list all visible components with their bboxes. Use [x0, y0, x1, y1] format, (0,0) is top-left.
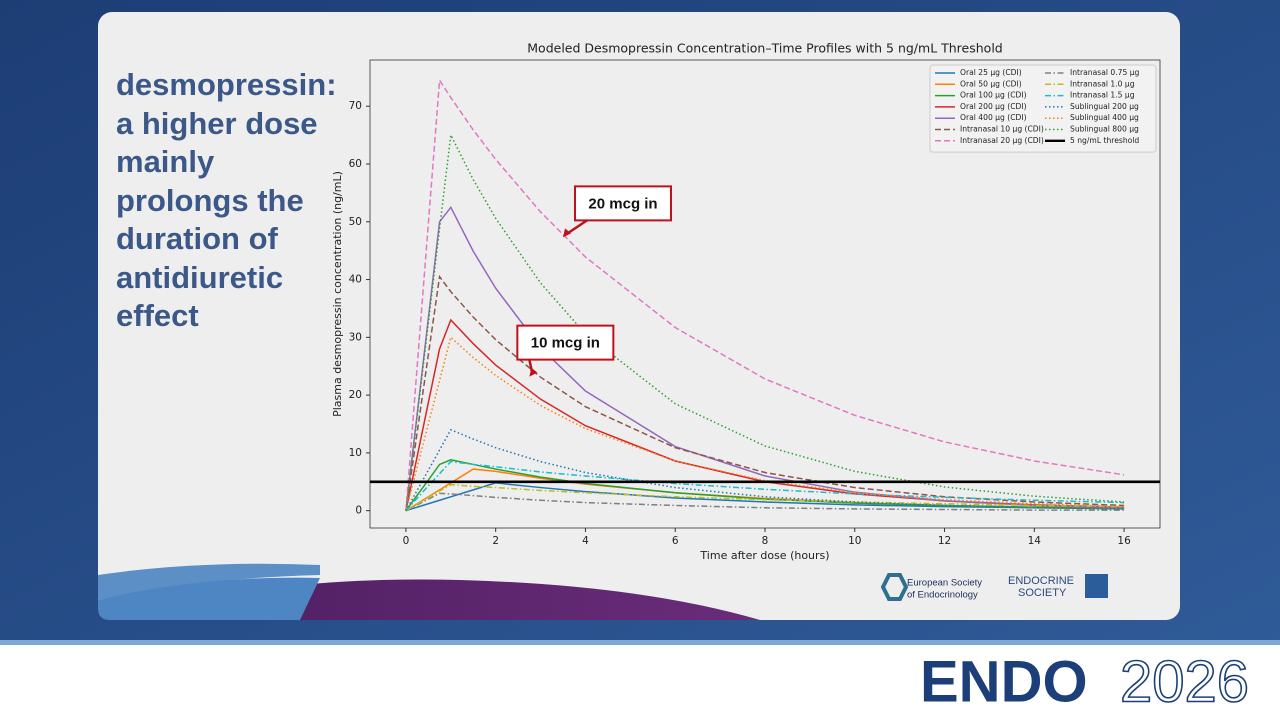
legend-label: Intranasal 0.75 µg: [1070, 68, 1140, 77]
ese-icon: [880, 573, 909, 601]
endo-year: 2026: [1120, 649, 1249, 714]
es-logo-text: ENDOCRINE: [1008, 575, 1074, 587]
x-tick-label: 2: [492, 535, 499, 547]
wave: [98, 577, 320, 620]
series-line: [405, 483, 1125, 512]
series-line: [405, 492, 1125, 512]
annotation-text: 10 mcg in: [531, 335, 600, 352]
legend-label: Intranasal 1.0 µg: [1070, 79, 1135, 88]
legend-label: Sublingual 200 µg: [1070, 102, 1139, 111]
annotation-box: [516, 324, 615, 361]
y-tick-label: 70: [349, 100, 362, 112]
es-logo-text: SOCIETY: [1018, 587, 1067, 599]
series-line: [405, 460, 1125, 512]
y-tick-label: 30: [349, 331, 362, 343]
series-line: [405, 274, 1125, 511]
series-line: [405, 482, 1125, 512]
legend-label: Oral 25 µg (CDI): [960, 68, 1022, 77]
legend-label: Sublingual 800 µg: [1070, 125, 1139, 134]
footer: [0, 645, 1280, 720]
x-tick-label: 10: [848, 535, 861, 547]
endo-logo: ENDO: [920, 649, 1088, 714]
y-tick-label: 0: [355, 505, 362, 517]
legend-label: Oral 100 µg (CDI): [960, 91, 1027, 100]
divider: [0, 640, 1280, 645]
ese-logo-text: European Society: [907, 578, 982, 589]
slide-heading: desmopressin: a higher dose mainly prolo…: [116, 67, 337, 333]
es-icon: [1085, 574, 1108, 598]
legend-label: Oral 400 µg (CDI): [960, 113, 1027, 122]
y-tick-label: 10: [349, 447, 362, 459]
x-tick-label: 4: [582, 535, 589, 547]
y-tick-label: 50: [349, 216, 362, 228]
x-tick-label: 8: [762, 535, 769, 547]
legend-label: Sublingual 400 µg: [1070, 113, 1139, 122]
series-line: [405, 77, 1125, 511]
x-axis-label: Time after dose (hours): [699, 549, 829, 562]
annotation-arrow: [565, 219, 588, 236]
annotation-arrowhead: [563, 228, 572, 238]
legend-box: [929, 64, 1157, 153]
series-line: [405, 428, 1125, 512]
annotation-arrowhead: [529, 367, 538, 377]
series-line: [405, 335, 1125, 511]
y-axis-label: Plasma desmopressin concentration (ng/mL…: [331, 171, 344, 417]
legend-label: 5 ng/mL threshold: [1070, 136, 1139, 145]
series-line: [405, 132, 1125, 511]
x-tick-label: 6: [672, 535, 679, 547]
y-tick-label: 20: [349, 389, 362, 401]
legend-label: Intranasal 20 µg (CDI): [960, 136, 1044, 145]
annotation-text: 20 mcg in: [588, 195, 657, 212]
legend-label: Intranasal 1.5 µg: [1070, 91, 1135, 100]
legend-label: Oral 50 µg (CDI): [960, 79, 1022, 88]
x-tick-label: 0: [403, 535, 410, 547]
legend-label: Oral 200 µg (CDI): [960, 102, 1027, 111]
annotation-box: [574, 185, 673, 222]
x-tick-label: 14: [1028, 535, 1042, 547]
y-tick-label: 60: [349, 158, 362, 170]
x-tick-label: 12: [938, 535, 951, 547]
logos: European Society of Endocrinology ENDOCR…: [880, 573, 1250, 715]
legend-label: Intranasal 10 µg (CDI): [960, 125, 1044, 134]
ese-logo-text: of Endocrinology: [907, 590, 978, 601]
chart-title: Modeled Desmopressin Concentration–Time …: [527, 41, 1002, 56]
x-tick-label: 16: [1117, 535, 1131, 547]
y-tick-label: 40: [349, 274, 362, 286]
